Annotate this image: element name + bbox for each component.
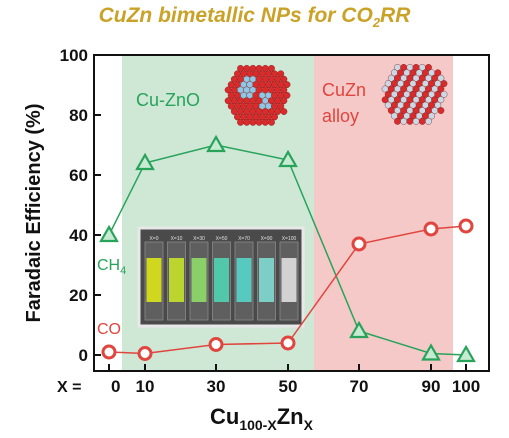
- y-tick-label: 40: [69, 226, 88, 245]
- vial-label: X=10: [171, 236, 183, 242]
- atom-sphere: [277, 70, 285, 78]
- y-tick-label: 0: [79, 346, 88, 365]
- atom-sphere: [255, 118, 263, 126]
- atom-sphere: [394, 117, 401, 125]
- atom-sphere: [277, 102, 285, 110]
- ch4-data-point: [421, 343, 441, 361]
- atom-sphere: [280, 97, 288, 105]
- vial-liquid: [214, 258, 229, 302]
- atom-sphere: [440, 80, 448, 87]
- ch4-data-point: [349, 320, 369, 339]
- cuzn-alloy-label-line1: CuZn: [322, 80, 366, 100]
- x-tick-label: 50: [279, 377, 298, 396]
- y-axis-label: Faradaic Efficiency (%): [23, 104, 45, 323]
- co-data-point: [423, 221, 439, 237]
- cuzn-alloy-nanoparticle-icon: [381, 63, 448, 125]
- vial-liquid: [259, 258, 274, 302]
- x-tick-label: 0: [111, 377, 120, 396]
- atom-sphere: [428, 112, 435, 120]
- atom-sphere: [237, 118, 244, 126]
- atom-sphere: [425, 63, 432, 71]
- x-prefix-label: X =: [57, 379, 86, 396]
- y-tick-label: 60: [69, 166, 88, 185]
- co-data-point: [458, 218, 474, 234]
- atom-sphere: [437, 107, 445, 114]
- x-tick-label: 30: [207, 377, 226, 396]
- vial-label: X=100: [282, 236, 297, 242]
- atom-sphere: [412, 117, 420, 125]
- vial-label: X=0: [149, 236, 158, 242]
- cuzn-alloy-label-line2: alloy: [322, 106, 359, 126]
- atom-sphere: [280, 75, 288, 83]
- title-main: CuZn bimetallic NPs for CO: [98, 4, 373, 27]
- ch4-data-point: [99, 224, 119, 243]
- co-data-point: [137, 346, 153, 361]
- atom-sphere: [249, 118, 257, 126]
- atom-sphere: [437, 96, 445, 104]
- atom-sphere: [440, 90, 448, 98]
- vial-label: X=50: [216, 236, 228, 242]
- x-axis-label: Cu100-XZnX: [210, 404, 314, 433]
- x-tick-label: 10: [136, 377, 155, 396]
- atom-sphere: [268, 118, 275, 126]
- co-data-point: [351, 236, 367, 252]
- co-data-point: [280, 335, 296, 351]
- title-tail: RR: [380, 4, 411, 27]
- atom-sphere: [283, 81, 291, 88]
- cu-zno-nanoparticle-icon: [224, 64, 291, 126]
- vial-label: X=70: [238, 236, 250, 242]
- ch4-data-point: [278, 149, 298, 168]
- atom-sphere: [434, 101, 442, 109]
- vial-liquid: [169, 258, 184, 302]
- atom-sphere: [280, 86, 288, 94]
- vial-liquid: [236, 258, 252, 302]
- cu-zno-label: Cu-ZnO: [136, 90, 200, 110]
- atom-sphere: [283, 91, 291, 99]
- figure-title: CuZn bimetallic NPs for CO2RR: [0, 4, 509, 30]
- atom-sphere: [268, 64, 275, 72]
- x-tick-label: 100: [452, 377, 480, 396]
- x-tick-label: 70: [350, 377, 369, 396]
- vial-label: X=30: [193, 236, 205, 242]
- atom-sphere: [418, 117, 426, 125]
- atom-sphere: [425, 117, 432, 125]
- atom-sphere: [271, 113, 278, 121]
- co-series-label: CO: [97, 321, 121, 338]
- co-data-point: [101, 344, 117, 360]
- vial-liquid: [281, 258, 297, 302]
- atom-sphere: [243, 118, 251, 126]
- vial-liquid: [146, 258, 162, 302]
- atom-sphere: [437, 85, 445, 93]
- ch4-series-label: CH4: [97, 257, 126, 277]
- y-tick-label: 100: [60, 46, 88, 65]
- title-subscript: 2: [372, 15, 381, 31]
- atom-sphere: [280, 108, 288, 115]
- ch4-data-point: [206, 134, 226, 153]
- vial-label: X=90: [261, 236, 273, 242]
- vial-photo-inset: X=0 X=10 X=30 X=50 X=70 X=90 X=100: [137, 226, 305, 328]
- plot-frame: [93, 54, 490, 372]
- atom-sphere: [400, 117, 408, 125]
- y-tick-label: 20: [69, 286, 88, 305]
- co-data-point: [208, 337, 224, 352]
- ch4-data-point: [135, 152, 155, 171]
- atom-sphere: [437, 74, 445, 82]
- atom-sphere: [434, 69, 442, 77]
- vial-liquid: [191, 258, 207, 302]
- atom-sphere: [261, 118, 269, 126]
- atom-sphere: [406, 117, 414, 125]
- y-tick-label: 80: [69, 106, 88, 125]
- x-tick-label: 90: [422, 377, 441, 396]
- ch4-data-point: [456, 344, 476, 363]
